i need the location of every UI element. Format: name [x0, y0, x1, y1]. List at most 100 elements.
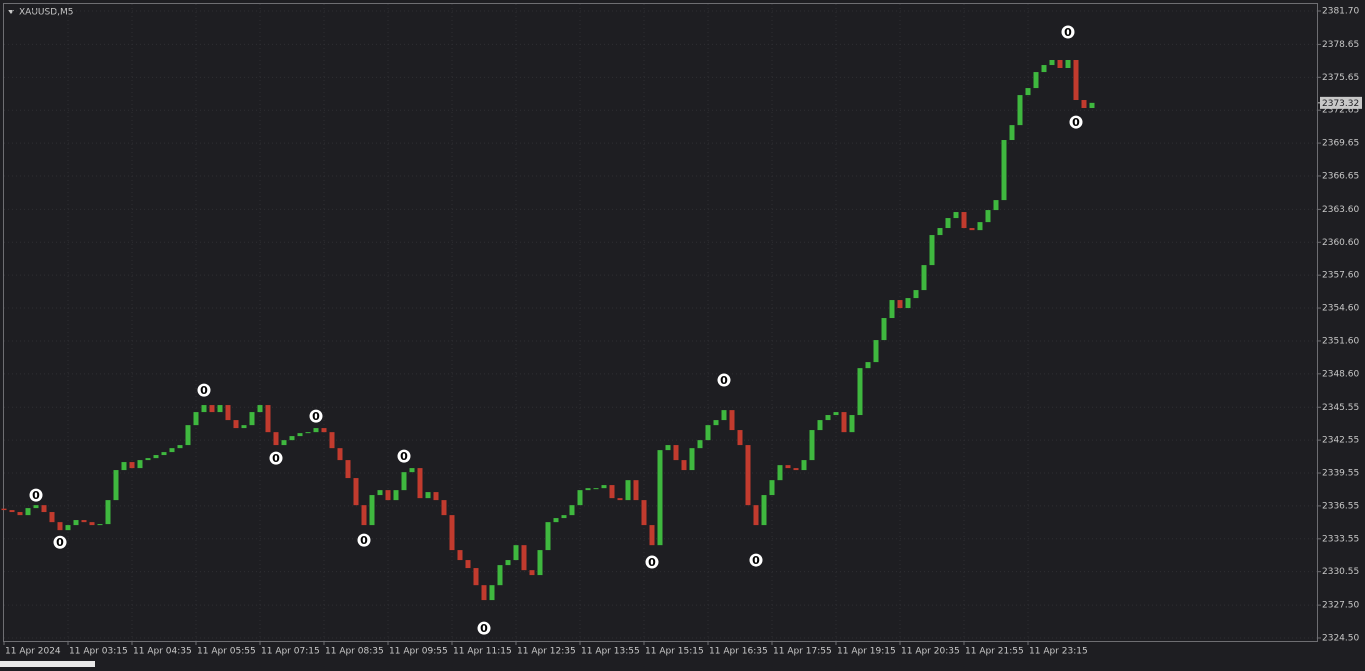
zigzag-marker — [396, 448, 412, 464]
candle-up — [505, 560, 511, 566]
candle-down — [1, 508, 7, 511]
candle-up — [1033, 72, 1039, 89]
candle-up — [857, 368, 863, 416]
candle-up — [945, 218, 951, 229]
candle-up — [873, 340, 879, 363]
candle-up — [849, 415, 855, 433]
candle-up — [689, 448, 695, 471]
candle-up — [393, 490, 399, 501]
candle-up — [105, 500, 111, 525]
candle-up — [177, 445, 183, 449]
zigzag-label: 0 — [720, 374, 728, 387]
candle-up — [577, 490, 583, 506]
zigzag-label: 0 — [480, 622, 488, 635]
candle-down — [617, 498, 623, 501]
zigzag-label: 0 — [1064, 26, 1072, 39]
zigzag-marker — [476, 620, 492, 636]
candle-up — [985, 210, 991, 223]
candle-down — [81, 520, 87, 523]
x-tick-label: 11 Apr 07:15 — [261, 647, 320, 657]
y-tick-label: 2324.50 — [1322, 634, 1359, 644]
candle-down — [521, 545, 527, 571]
tab-strip[interactable] — [0, 661, 95, 667]
candle-up — [881, 318, 887, 341]
candle-up — [665, 445, 671, 451]
y-tick-label: 2333.55 — [1322, 534, 1359, 544]
symbol-title: XAUUSD,M5 — [19, 8, 74, 18]
zigzag-marker — [52, 534, 68, 550]
candle-down — [897, 300, 903, 309]
candle-down — [481, 585, 487, 601]
y-tick-label: 2348.60 — [1322, 369, 1359, 379]
candle-up — [193, 412, 199, 426]
candle-down — [745, 445, 751, 506]
candle-up — [545, 522, 551, 551]
x-tick-label: 11 Apr 21:55 — [965, 647, 1024, 657]
candle-up — [169, 448, 175, 453]
y-tick-label: 2378.65 — [1322, 40, 1359, 50]
candle-down — [225, 405, 231, 421]
candle-up — [777, 465, 783, 481]
candle-down — [649, 525, 655, 546]
candle-down — [89, 522, 95, 526]
candle-up — [489, 585, 495, 601]
candle-up — [697, 440, 703, 449]
x-tick-label: 11 Apr 11:15 — [453, 647, 512, 657]
candle-up — [401, 472, 407, 491]
candle-down — [209, 405, 215, 413]
candle-up — [65, 525, 71, 531]
candle-down — [529, 570, 535, 576]
y-tick-label: 2357.60 — [1322, 271, 1359, 281]
candle-up — [809, 430, 815, 461]
candle-up — [145, 458, 151, 461]
zigzag-marker — [748, 552, 764, 568]
plot-frame — [3, 3, 1318, 642]
candle-up — [601, 485, 607, 489]
candle-up — [769, 480, 775, 496]
candle-down — [673, 445, 679, 461]
x-tick-label: 11 Apr 16:35 — [709, 647, 768, 657]
zigzag-label: 0 — [648, 556, 656, 569]
candle-up — [377, 490, 383, 496]
candle-down — [361, 505, 367, 526]
candle-up — [889, 300, 895, 319]
candle-down — [265, 405, 271, 433]
candle-down — [785, 465, 791, 469]
candle-down — [353, 478, 359, 506]
zigzag-marker — [1060, 24, 1076, 40]
candle-down — [473, 568, 479, 586]
x-tick-label: 11 Apr 09:55 — [389, 647, 448, 657]
x-tick-label: 11 Apr 15:15 — [645, 647, 704, 657]
candle-up — [953, 212, 959, 219]
candle-up — [217, 405, 223, 413]
candle-down — [345, 460, 351, 479]
candle-up — [553, 518, 559, 523]
zigzag-label: 0 — [360, 534, 368, 547]
candle-up — [137, 460, 143, 469]
candle-up — [297, 433, 303, 437]
candle-up — [585, 488, 591, 491]
x-tick-label: 11 Apr 13:55 — [581, 647, 640, 657]
candle-down — [129, 462, 135, 469]
candle-up — [425, 492, 431, 499]
y-tick-label: 2372.65 — [1322, 106, 1359, 116]
candle-up — [409, 468, 415, 473]
candle-down — [233, 420, 239, 429]
y-tick-label: 2330.55 — [1322, 567, 1359, 577]
candle-up — [153, 455, 159, 459]
candle-up — [1009, 125, 1015, 141]
x-tick-label: 11 Apr 17:55 — [773, 647, 832, 657]
candle-down — [41, 505, 47, 513]
candle-up — [817, 420, 823, 431]
y-tick-label: 2339.55 — [1322, 469, 1359, 479]
candle-up — [657, 450, 663, 546]
candle-up — [977, 222, 983, 231]
candle-up — [1089, 102, 1095, 109]
zigzag-marker — [196, 382, 212, 398]
candle-down — [17, 512, 23, 516]
candle-up — [993, 200, 999, 211]
candle-up — [1001, 140, 1007, 201]
candle-up — [833, 412, 839, 416]
candle-up — [305, 432, 311, 434]
